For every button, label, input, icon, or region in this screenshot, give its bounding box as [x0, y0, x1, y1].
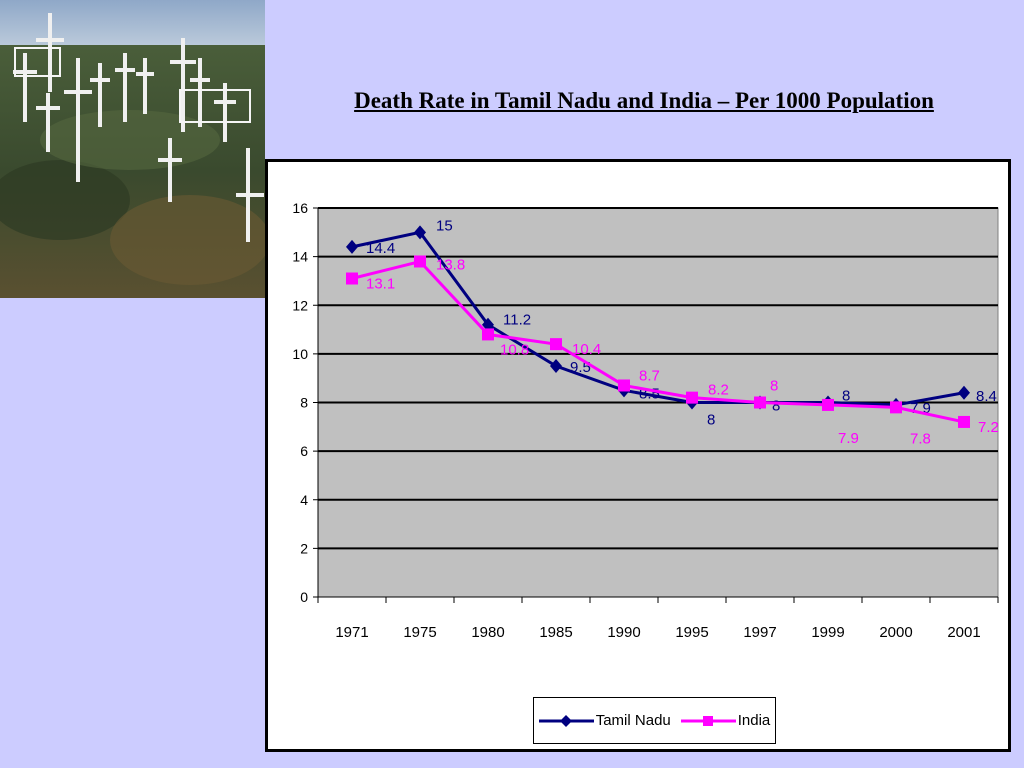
data-label: 9.5 [570, 359, 591, 376]
data-label: 10.8 [500, 341, 529, 358]
series-line-tamil-nadu [351, 230, 965, 407]
x-tick-label: 2001 [947, 624, 980, 641]
data-label: 8 [772, 398, 780, 415]
x-tick-label: 1997 [743, 624, 776, 641]
y-tick-label: 10 [292, 346, 308, 362]
data-point-india [754, 396, 766, 409]
data-label: 8.2 [708, 382, 729, 399]
data-point-tamil-nadu [346, 239, 358, 254]
y-tick-label: 8 [300, 395, 308, 411]
data-point-india [482, 328, 494, 341]
legend-item-india: India [680, 712, 771, 729]
data-label: 8.4 [976, 388, 997, 405]
data-label: 8 [770, 378, 778, 395]
y-tick-label: 6 [300, 443, 308, 459]
data-label: 14.4 [366, 240, 395, 257]
legend-label-tamil-nadu: Tamil Nadu [595, 712, 671, 729]
chart-container: 0 2 4 6 8 10 12 14 16 1971 1975 1980 1985 1990 1995 199… [265, 159, 1011, 752]
data-point-tamil-nadu [414, 225, 426, 240]
x-tick-label: 1975 [403, 624, 436, 641]
data-label: 15 [436, 217, 453, 234]
x-tick-label: 1971 [335, 624, 368, 641]
data-point-india [618, 379, 630, 392]
data-label: 13.8 [436, 256, 465, 273]
data-label: 7.2 [978, 419, 999, 436]
data-point-india [346, 272, 358, 285]
chart-legend: Tamil Nadu India [533, 697, 776, 744]
y-tick-label: 14 [292, 249, 308, 265]
square-marker-icon [680, 715, 736, 726]
legend-item-tamil-nadu: Tamil Nadu [538, 712, 671, 729]
x-tick-label: 1985 [539, 624, 572, 641]
data-point-tamil-nadu [550, 359, 562, 374]
x-tick-label: 1999 [811, 624, 844, 641]
y-tick-label: 2 [300, 540, 308, 556]
data-label: 13.1 [366, 276, 395, 293]
data-label: 8 [707, 412, 715, 429]
x-tick-label: 1995 [675, 624, 708, 641]
page-title: Death Rate in Tamil Nadu and India – Per… [354, 88, 934, 113]
data-point-india [550, 338, 562, 351]
data-label: 7.8 [910, 430, 931, 447]
y-tick-label: 12 [292, 297, 308, 313]
data-point-tamil-nadu [482, 317, 494, 332]
data-point-india [686, 391, 698, 404]
data-label: 8.7 [639, 367, 660, 384]
data-point-tamil-nadu [958, 385, 970, 400]
diamond-marker-icon [538, 714, 594, 727]
legend-label-india: India [737, 712, 771, 729]
x-tick-label: 1980 [471, 624, 504, 641]
data-point-india [414, 255, 426, 268]
y-tick-label: 4 [300, 492, 308, 508]
line-chart: 0 2 4 6 8 10 12 14 16 1971 1975 1980 1985 1990 1995 199… [292, 200, 999, 641]
x-tick-label: 2000 [879, 624, 912, 641]
x-tick-label: 1990 [607, 624, 640, 641]
y-tick-label: 16 [292, 200, 308, 216]
data-label: 8 [842, 388, 850, 405]
y-tick-label: 0 [300, 589, 308, 605]
data-point-india [822, 398, 834, 411]
data-label: 10.4 [572, 341, 601, 358]
data-label: 7.9 [838, 430, 859, 447]
series-line-india [351, 259, 965, 424]
data-label: 11.2 [503, 312, 531, 329]
data-point-india [890, 401, 902, 414]
data-point-india [958, 415, 970, 428]
cemetery-photo [0, 0, 265, 298]
